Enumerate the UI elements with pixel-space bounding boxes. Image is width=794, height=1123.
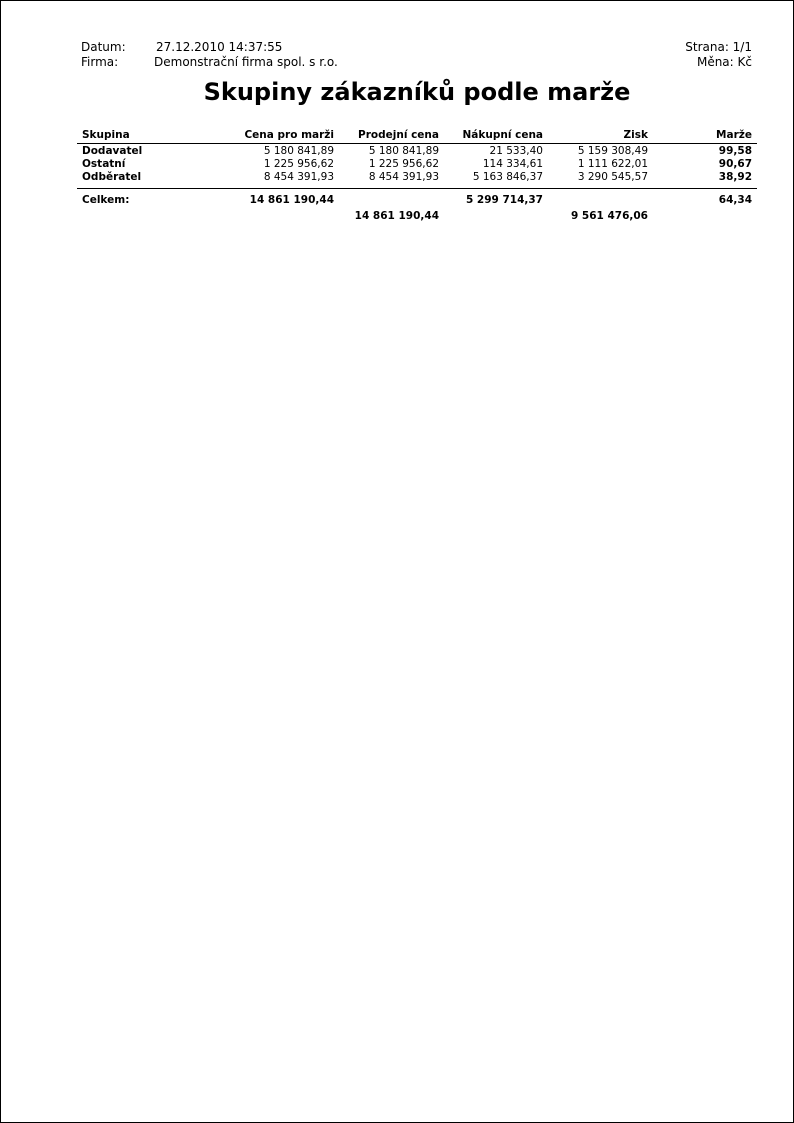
firma-label: Firma: <box>81 55 119 69</box>
datum-value: 27.12.2010 14:37:55 <box>156 40 283 54</box>
cell-cena-pro-marzi: 1 225 956,62 <box>263 158 334 170</box>
cell-marze: 38,92 <box>718 171 752 183</box>
col-header-skupina: Skupina <box>82 129 130 141</box>
cell-zisk: 3 290 545,57 <box>577 171 648 183</box>
cell-nakupni-cena: 5 163 846,37 <box>472 171 543 183</box>
col-header-nakupni-cena: Nákupní cena <box>462 129 543 141</box>
totals-row-2: 14 861 190,44 9 561 476,06 <box>1 210 794 223</box>
cell-prodejni-cena: 8 454 391,93 <box>368 171 439 183</box>
total-marze: 64,34 <box>718 194 752 206</box>
cell-prodejni-cena: 5 180 841,89 <box>368 145 439 157</box>
total-cena-pro-marzi: 14 861 190,44 <box>249 194 334 206</box>
table-header: Skupina Cena pro marži Prodejní cena Nák… <box>1 129 794 142</box>
cell-marze: 90,67 <box>718 158 752 170</box>
table-row: Odběratel 8 454 391,93 8 454 391,93 5 16… <box>1 171 794 184</box>
cell-marze: 99,58 <box>718 145 752 157</box>
total-zisk: 9 561 476,06 <box>570 210 648 222</box>
cell-prodejni-cena: 1 225 956,62 <box>368 158 439 170</box>
table-row: Dodavatel 5 180 841,89 5 180 841,89 21 5… <box>1 145 794 158</box>
col-header-prodejni-cena: Prodejní cena <box>358 129 439 141</box>
cell-zisk: 1 111 622,01 <box>577 158 648 170</box>
currency: Měna: Kč <box>696 55 752 69</box>
totals-divider <box>77 188 757 189</box>
cell-cena-pro-marzi: 8 454 391,93 <box>263 171 334 183</box>
datum-label: Datum: <box>81 40 126 54</box>
cell-skupina: Odběratel <box>82 171 142 183</box>
cell-nakupni-cena: 114 334,61 <box>482 158 543 170</box>
total-nakupni-cena: 5 299 714,37 <box>465 194 543 206</box>
firma-value: Demonstrační firma spol. s r.o. <box>154 55 338 69</box>
totals-row: Celkem: 14 861 190,44 5 299 714,37 64,34 <box>1 194 794 207</box>
totals-label: Celkem: <box>82 194 130 206</box>
total-prodejni-cena: 14 861 190,44 <box>354 210 439 222</box>
col-header-zisk: Zisk <box>623 129 648 141</box>
cell-skupina: Dodavatel <box>82 145 143 157</box>
table-row: Ostatní 1 225 956,62 1 225 956,62 114 33… <box>1 158 794 171</box>
cell-cena-pro-marzi: 5 180 841,89 <box>263 145 334 157</box>
col-header-cena-pro-marzi: Cena pro marži <box>244 129 334 141</box>
cell-zisk: 5 159 308,49 <box>577 145 648 157</box>
page-number: Strana: 1/1 <box>685 40 752 54</box>
cell-skupina: Ostatní <box>82 158 126 170</box>
report-title: Skupiny zákazníků podle marže <box>203 78 631 106</box>
cell-nakupni-cena: 21 533,40 <box>489 145 543 157</box>
col-header-marze: Marže <box>716 129 752 141</box>
header-divider <box>77 143 757 144</box>
